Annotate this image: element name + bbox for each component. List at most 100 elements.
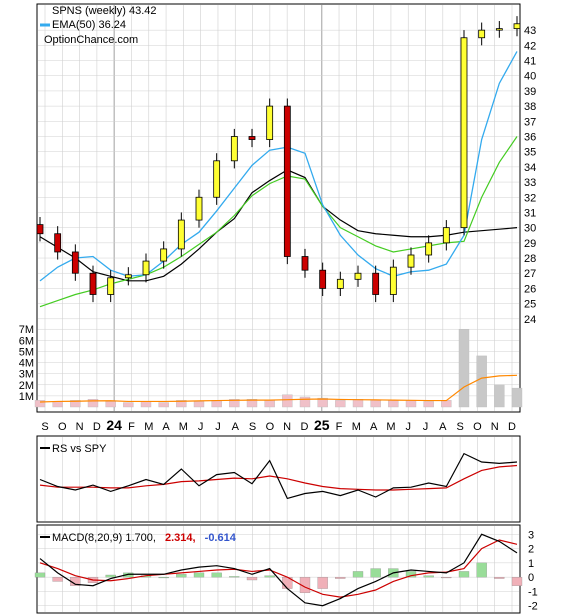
month-label: S [41, 421, 48, 433]
volume-bar [511, 387, 523, 408]
month-label: F [336, 421, 343, 433]
volume-tick-label: 6M [19, 335, 34, 347]
macd-tick-label: 2 [528, 544, 534, 556]
rs-label: RS vs SPY [52, 443, 107, 455]
price-tick-label: 40 [524, 71, 536, 83]
volume-tick-label: 4M [19, 358, 34, 370]
candle-body [177, 219, 185, 250]
macd-histogram-bar [264, 575, 275, 578]
macd-label: MACD(8,20,9) 1.700, [52, 532, 156, 544]
candle-body [478, 29, 486, 39]
volume-tick-label: 5M [19, 346, 34, 358]
month-label: D [300, 421, 308, 433]
macd-histogram-bar [176, 574, 187, 578]
candle-body [389, 266, 397, 295]
candle-body [248, 136, 256, 140]
ema50-line [39, 51, 518, 282]
macd-value-red: 2.314, [165, 532, 196, 544]
month-label: J [215, 421, 221, 433]
volume-bar [317, 397, 328, 408]
month-label: J [198, 421, 204, 433]
ema-legend: EMA(50) 36.24 [52, 19, 126, 31]
price-tick-label: 31 [524, 207, 536, 219]
price-tick-label: 39 [524, 86, 536, 98]
volume-bar [87, 399, 99, 408]
month-label: N [283, 421, 291, 433]
volume-bar [423, 401, 434, 408]
month-label: 24 [106, 417, 122, 433]
macd-histogram-bar [105, 574, 116, 578]
macd-tick-label: 3 [528, 529, 534, 541]
month-label: A [232, 421, 240, 433]
month-label: O [266, 421, 275, 433]
candle-body [301, 256, 309, 271]
candle-body [336, 278, 344, 289]
month-label: S [249, 421, 256, 433]
volume-tick-label: 2M [19, 380, 34, 392]
price-tick-label: 29 [524, 238, 536, 250]
volume-bar [229, 399, 240, 408]
macd-y-axis: -2 -1 0 1 2 3 [528, 529, 538, 612]
month-label: O [473, 421, 482, 433]
macd-histogram-bar [211, 572, 222, 578]
volume-bar [52, 401, 63, 408]
price-panel: 24 25 26 27 28 29 30 31 32 33 34 35 36 37 38 39 40 41 42 43… [19, 3, 536, 413]
candle-body [425, 242, 433, 256]
candle-body [495, 28, 503, 31]
month-label: A [439, 421, 447, 433]
candle-body [124, 274, 132, 279]
volume-bar [335, 400, 346, 408]
macd-tick-label: 1 [528, 558, 534, 570]
price-tick-label: 28 [524, 253, 536, 265]
macd-histogram-bar [246, 576, 258, 581]
month-label: F [128, 421, 135, 433]
volume-bar [70, 400, 81, 408]
price-y-axis: 24 25 26 27 28 29 30 31 32 33 34 35 36 37 38 39 40 41 42 43 [524, 25, 536, 326]
chart-title: SPNS (weekly) 43.42 [52, 5, 157, 17]
watermark: OptionChance.com [44, 34, 138, 46]
price-tick-label: 41 [524, 56, 536, 68]
candle-body [283, 105, 291, 257]
macd-histogram-bar [441, 576, 452, 579]
macd-histogram-bar [370, 568, 381, 578]
price-tick-label: 35 [524, 147, 536, 159]
volume-bar [140, 401, 152, 408]
price-candles [36, 16, 521, 303]
volume-bar [282, 394, 293, 408]
candle-body [71, 251, 79, 274]
volume-tick-label: 3M [19, 369, 34, 381]
month-label: 25 [314, 417, 330, 433]
macd-histogram-bar [317, 576, 328, 589]
price-tick-label: 38 [524, 101, 536, 113]
volume-bar [476, 355, 487, 408]
moving-average-black [39, 169, 518, 282]
volume-bar [405, 400, 417, 408]
month-label: J [423, 421, 429, 433]
macd-tick-label: 0 [528, 572, 534, 584]
macd-panel: -2 -1 0 1 2 3 MACD(8,20,9) 1.700, 2.314, -0.6… [34, 524, 538, 614]
macd-histogram-bar [352, 571, 364, 578]
candle-body [442, 227, 450, 244]
volume-bar [123, 402, 134, 408]
candle-body [513, 23, 521, 30]
candle-body [266, 105, 274, 140]
moving-average-green [39, 136, 518, 308]
month-label: A [162, 421, 170, 433]
price-tick-label: 36 [524, 132, 536, 144]
volume-bar [370, 400, 381, 408]
macd-histogram-bar [52, 576, 63, 582]
volume-bar [34, 400, 46, 408]
macd-tick-label: -2 [528, 601, 538, 613]
volume-tick-label: 1M [19, 391, 34, 403]
price-tick-label: 27 [524, 268, 536, 280]
month-label: M [352, 421, 361, 433]
price-tick-label: 26 [524, 283, 536, 295]
candle-body [89, 272, 97, 295]
volume-moving-average [39, 374, 518, 403]
macd-histogram-bar [494, 576, 505, 579]
candle-body [213, 160, 221, 198]
candle-body [195, 196, 203, 221]
candle-body [142, 260, 150, 276]
svg-text:MACD(8,20,9) 1.700, 2.31: MACD(8,20,9) 1.700, 2.314, -0.614 [52, 532, 237, 544]
